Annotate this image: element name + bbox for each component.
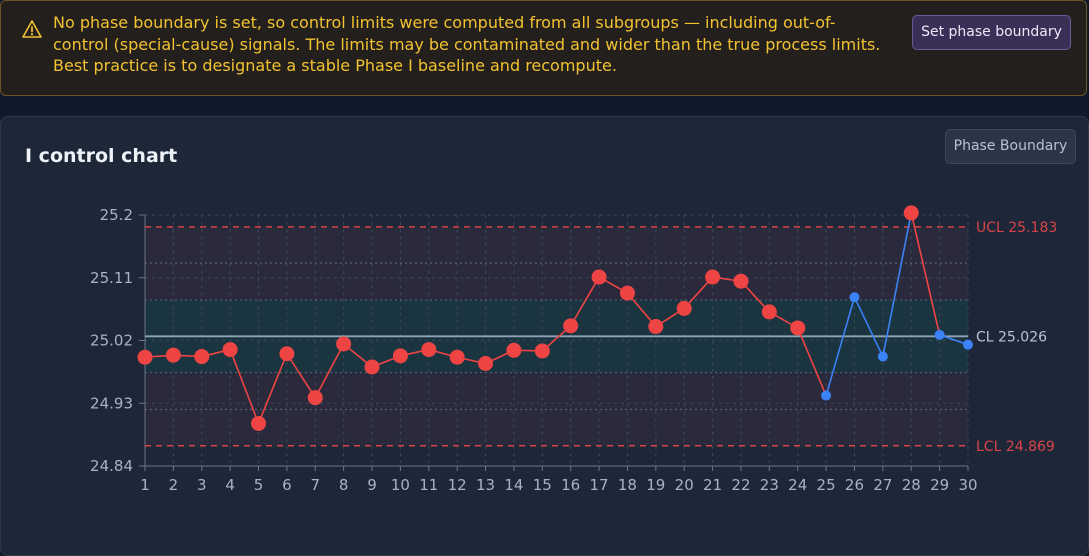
set-phase-boundary-button[interactable]: Set phase boundary xyxy=(912,15,1071,50)
data-point-signal[interactable] xyxy=(165,347,181,363)
x-tick-label: 18 xyxy=(618,476,637,494)
x-tick-label: 22 xyxy=(731,476,750,494)
series-segment xyxy=(825,297,856,396)
series-segment xyxy=(910,212,941,336)
cl-label: CL 25.026 xyxy=(976,329,1047,345)
x-tick-label: 24 xyxy=(788,476,807,494)
data-point[interactable] xyxy=(849,292,860,303)
data-point-signal[interactable] xyxy=(761,304,777,320)
x-tick-label: 30 xyxy=(958,476,977,494)
data-point-signal[interactable] xyxy=(279,346,295,362)
x-tick-label: 8 xyxy=(339,476,349,494)
x-tick-label: 20 xyxy=(675,476,694,494)
series-segment xyxy=(853,296,884,357)
phase-boundary-button[interactable]: Phase Boundary xyxy=(945,129,1076,164)
x-tick-label: 9 xyxy=(367,476,377,494)
x-tick-label: 21 xyxy=(703,476,722,494)
y-tick-label: 25.02 xyxy=(90,332,133,350)
x-tick-label: 11 xyxy=(419,476,438,494)
series-segment xyxy=(796,327,827,396)
x-tick-label: 6 xyxy=(282,476,292,494)
x-tick-label: 3 xyxy=(197,476,207,494)
data-point-signal[interactable] xyxy=(563,318,579,334)
data-point-signal[interactable] xyxy=(222,342,238,358)
warning-message: No phase boundary is set, so control lim… xyxy=(53,13,881,75)
series-segment xyxy=(257,353,288,424)
y-tick-label: 24.93 xyxy=(90,394,133,412)
data-point-signal[interactable] xyxy=(421,342,437,358)
y-tick-label: 24.84 xyxy=(90,457,133,475)
x-tick-label: 29 xyxy=(930,476,949,494)
data-point-signal[interactable] xyxy=(676,300,692,316)
data-point-signal[interactable] xyxy=(449,349,465,365)
data-point-signal[interactable] xyxy=(903,205,919,221)
x-tick-label: 16 xyxy=(561,476,580,494)
data-point-signal[interactable] xyxy=(648,319,664,335)
x-tick-label: 1 xyxy=(140,476,150,494)
warning-banner: No phase boundary is set, so control lim… xyxy=(0,0,1087,96)
data-point-signal[interactable] xyxy=(506,342,522,358)
data-point[interactable] xyxy=(877,351,888,362)
x-tick-label: 5 xyxy=(254,476,264,494)
data-point-signal[interactable] xyxy=(336,336,352,352)
series-segment xyxy=(882,212,913,357)
series-segment xyxy=(314,343,345,399)
data-point-signal[interactable] xyxy=(733,273,749,289)
ucl-label: UCL 25.183 xyxy=(976,220,1057,236)
data-point-signal[interactable] xyxy=(790,320,806,336)
x-tick-label: 14 xyxy=(504,476,523,494)
x-tick-label: 7 xyxy=(311,476,321,494)
x-tick-label: 27 xyxy=(873,476,892,494)
x-tick-label: 4 xyxy=(225,476,235,494)
data-point-signal[interactable] xyxy=(619,285,635,301)
x-tick-label: 17 xyxy=(590,476,609,494)
data-point-signal[interactable] xyxy=(307,390,323,406)
data-point-signal[interactable] xyxy=(364,359,380,375)
x-tick-label: 10 xyxy=(391,476,410,494)
lcl-label: LCL 24.869 xyxy=(976,439,1055,455)
series-segment xyxy=(286,353,316,399)
x-tick-label: 19 xyxy=(646,476,665,494)
data-point-signal[interactable] xyxy=(478,356,494,372)
y-tick-label: 25.11 xyxy=(90,269,133,287)
x-tick-label: 15 xyxy=(533,476,552,494)
data-point-signal[interactable] xyxy=(251,415,267,431)
series-segment xyxy=(569,276,600,327)
chart-title: I control chart xyxy=(25,145,178,167)
data-point-signal[interactable] xyxy=(591,269,607,285)
warning-triangle-icon xyxy=(22,20,42,38)
data-point-signal[interactable] xyxy=(534,343,550,359)
data-point-signal[interactable] xyxy=(392,348,408,364)
x-tick-label: 2 xyxy=(169,476,179,494)
data-point[interactable] xyxy=(934,329,945,340)
y-tick-label: 25.2 xyxy=(100,206,133,224)
x-tick-label: 12 xyxy=(448,476,467,494)
x-tick-label: 13 xyxy=(476,476,495,494)
series-segment xyxy=(229,349,260,424)
series-segment xyxy=(939,334,969,346)
x-tick-label: 25 xyxy=(817,476,836,494)
x-tick-label: 28 xyxy=(902,476,921,494)
data-point-signal[interactable] xyxy=(194,349,210,365)
x-tick-label: 26 xyxy=(845,476,864,494)
x-tick-label: 23 xyxy=(760,476,779,494)
data-point[interactable] xyxy=(963,339,973,350)
data-point-signal[interactable] xyxy=(137,349,153,365)
data-point-signal[interactable] xyxy=(705,269,721,285)
data-point[interactable] xyxy=(821,390,832,401)
